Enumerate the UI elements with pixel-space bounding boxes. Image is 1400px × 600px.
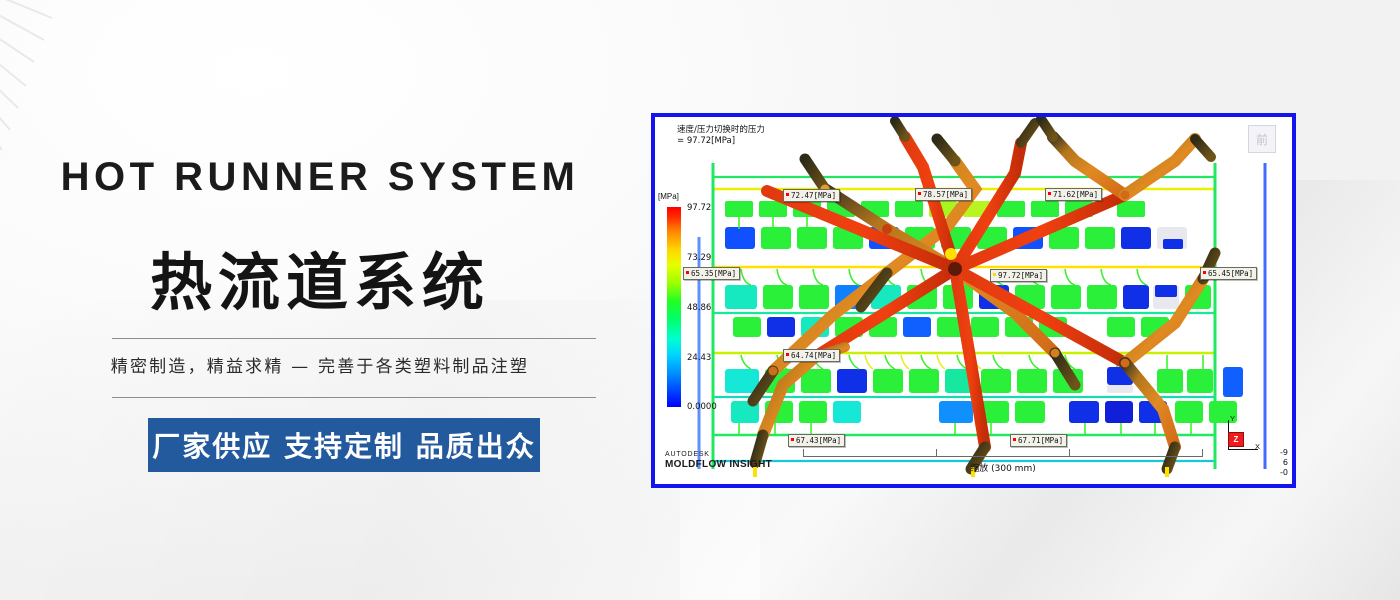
axis-values: -9 6 -0 (1280, 448, 1288, 478)
divider-top (112, 338, 596, 339)
pressure-callout[interactable]: 67.43[MPa] (788, 434, 846, 447)
axis-z-label: Z (1228, 432, 1244, 447)
pressure-callout[interactable]: 71.62[MPa] (1045, 188, 1103, 201)
cta-button[interactable]: 厂家供应 支持定制 品质出众 (148, 418, 540, 472)
legend-tick-2: 48.86 (687, 303, 712, 313)
simulation-header-line2: = 97.72[MPa] (677, 136, 736, 147)
axis-value-0: -9 (1280, 448, 1288, 457)
banner-text-block: HOT RUNNER SYSTEM 热流道系统 精密制造，精益求精 — 完善于各… (0, 0, 640, 600)
legend-tick-3: 24.43 (687, 353, 712, 363)
scale-bar-label: 缩放 (300 mm) (970, 464, 1036, 474)
simulation-canvas: 速度/压力切换时的压力 = 97.72[MPa] 前 [MPa] 97.72 73… (655, 117, 1292, 484)
axis-y-label: Y (1230, 414, 1236, 423)
brand-moldflow: MOLDFLOW INSIGHT (665, 459, 773, 470)
pressure-field-render (697, 117, 1267, 477)
view-orientation-badge[interactable]: 前 (1248, 125, 1276, 153)
axis-triad-icon: Z Y X (1222, 414, 1266, 462)
page-title-cn: 热流道系统 (149, 246, 490, 319)
axis-value-1: 6 (1282, 458, 1288, 467)
brand-autodesk: AUTODESK (665, 451, 710, 459)
pressure-callout[interactable]: 67.71[MPa] (1010, 434, 1068, 447)
page-subtitle: 精密制造，精益求精 — 完善于各类塑料制品注塑 (110, 357, 530, 377)
pressure-callout[interactable]: 64.74[MPa] (783, 349, 841, 362)
legend-tick-4: 0.0000 (687, 402, 717, 412)
page-title-en: HOT RUNNER SYSTEM (60, 155, 580, 199)
pressure-callout[interactable]: 72.47[MPa] (783, 189, 841, 202)
pressure-callout[interactable]: 65.35[MPa] (683, 267, 741, 280)
pressure-callout-hub[interactable]: 97.72[MPa] (990, 269, 1048, 282)
pressure-callout[interactable]: 78.57[MPa] (915, 188, 973, 201)
axis-value-2: -0 (1280, 468, 1288, 477)
divider-bottom (112, 397, 596, 398)
autodesk-moldflow-logo: AUTODESK MOLDFLOW INSIGHT (665, 451, 772, 470)
legend-tick-1: 73.29 (687, 253, 712, 263)
leaf-decoration-icon (0, 0, 53, 158)
scale-bar (803, 448, 1203, 458)
pressure-callout[interactable]: 65.45[MPa] (1200, 267, 1258, 280)
legend-tick-0: 97.72 (687, 203, 712, 213)
legend-unit-label: [MPa] (658, 192, 679, 201)
simulation-header-line1: 速度/压力切换时的压力 (677, 125, 765, 135)
axis-x-label: X (1255, 442, 1261, 451)
moldflow-simulation-panel[interactable]: 速度/压力切换时的压力 = 97.72[MPa] 前 [MPa] 97.72 73… (651, 113, 1296, 488)
pressure-colorbar (667, 207, 681, 407)
simulation-header: 速度/压力切换时的压力 = 97.72[MPa] (677, 125, 765, 148)
